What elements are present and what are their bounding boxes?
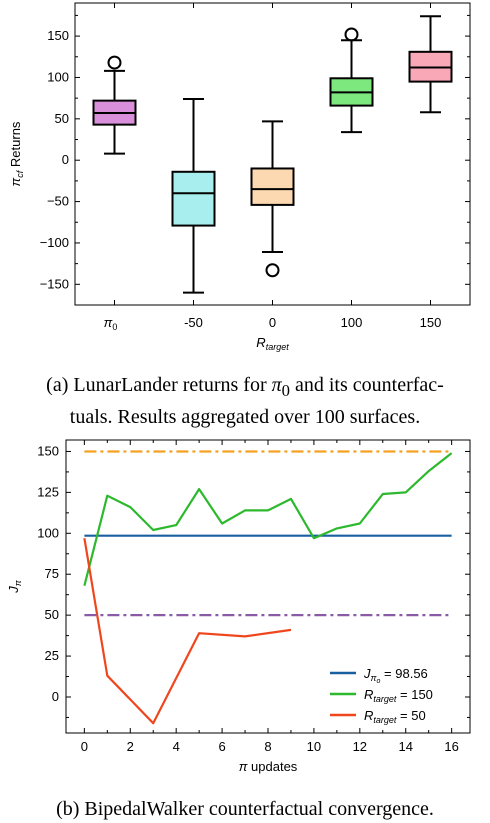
x-tick-label: 16 <box>444 739 458 754</box>
outlier-point <box>344 27 359 42</box>
y-tick-label: 25 <box>45 648 59 663</box>
caption-a: (a) LunarLander returns for π0 and its c… <box>46 374 444 428</box>
y-tick-label: −50 <box>47 194 69 209</box>
x-tick-label: 8 <box>264 739 271 754</box>
x-tick-label: 10 <box>307 739 321 754</box>
x-tick-label: 14 <box>398 739 412 754</box>
y-tick-label: 50 <box>55 111 69 126</box>
y-tick-label: −100 <box>40 235 69 250</box>
y-tick-label: 50 <box>45 607 59 622</box>
legend-label: Jπo = 98.56 <box>363 666 428 685</box>
y-tick-label: 150 <box>47 28 69 43</box>
legend-label: Rtarget = 150 <box>364 687 433 704</box>
x-tick-label: 2 <box>127 739 134 754</box>
y-tick-label: 150 <box>37 443 59 458</box>
y-tick-label: 100 <box>37 525 59 540</box>
legend-label: Rtarget = 50 <box>364 708 426 725</box>
y-tick-label: 100 <box>47 69 69 84</box>
y-axis-label: πcf Returns <box>8 121 25 186</box>
box-2 <box>250 167 295 206</box>
y-tick-label: 125 <box>37 484 59 499</box>
convergence-chart: 0 2 4 6 8 10 12 14 16 0 25 50 75 100 125 150 Jπo = 98.56… <box>6 439 471 774</box>
y-axis-label: Jπ <box>6 579 23 594</box>
x-axis-label: Rtarget <box>256 335 289 352</box>
y-tick-label: 0 <box>52 689 59 704</box>
series-line-1 <box>83 452 453 586</box>
y-tick-label: 0 <box>62 152 69 167</box>
x-tick-label: 4 <box>173 739 180 754</box>
x-tick-label: 150 <box>420 315 442 330</box>
y-tick-label: 75 <box>45 566 59 581</box>
boxplot-chart: −150 −100 −50 0 50 100 150 π0 -50 0 100 150 Rtarget π… <box>8 2 471 352</box>
outlier-point <box>265 263 280 278</box>
x-tick-label: 100 <box>341 315 363 330</box>
box-1 <box>171 170 216 227</box>
x-tick-label: 0 <box>81 739 88 754</box>
x-axis-label: π updates <box>239 759 298 774</box>
x-tick-label: 0 <box>269 315 276 330</box>
x-tick-label: π0 <box>104 315 118 332</box>
x-tick-label: -50 <box>184 315 203 330</box>
outlier-point <box>107 55 122 70</box>
y-tick-label: −150 <box>40 276 69 291</box>
x-tick-label: 6 <box>218 739 225 754</box>
series-line-2 <box>83 538 292 725</box>
x-tick-label: 12 <box>353 739 367 754</box>
caption-b: (b) BipedalWalker counterfactual converg… <box>56 798 434 820</box>
